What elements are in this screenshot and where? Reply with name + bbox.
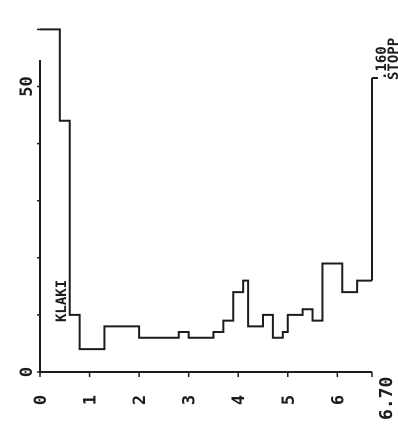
- histogram-bin: [342, 292, 357, 372]
- histogram-bin: [273, 338, 283, 372]
- histogram-bin: [179, 332, 189, 372]
- histogram-bin: [223, 321, 233, 372]
- annotation-stopp: STOPP: [386, 38, 398, 80]
- histogram-bin: [109, 326, 119, 372]
- annotation-end-value: .160: [374, 46, 390, 80]
- x-tick-label: 2: [130, 395, 150, 405]
- x-tick-labels: 0 1 2 3 4 5 6: [31, 395, 348, 405]
- histogram-bin: [288, 315, 303, 372]
- y-tick-label: 50: [17, 76, 37, 96]
- histogram-bin: [303, 309, 313, 372]
- annotation-klaki: KLAKI: [54, 280, 70, 322]
- x-tick-label: 6: [328, 395, 348, 405]
- axes: [37, 28, 373, 377]
- histogram-bin: [313, 321, 323, 372]
- y-tick-label: 0: [17, 367, 37, 377]
- histogram-bin: [139, 338, 164, 372]
- histogram-bin: [248, 326, 263, 372]
- histogram-bin: [119, 326, 139, 372]
- histogram-bin: [164, 338, 179, 372]
- histogram-bin: [357, 281, 372, 372]
- x-tick-label: 5: [279, 395, 299, 405]
- histogram-bin: [199, 338, 214, 372]
- x-tick-label: 4: [229, 395, 249, 405]
- histogram-bin: [70, 315, 80, 372]
- x-tick-label: 1: [81, 395, 101, 405]
- histogram-series: [40, 28, 378, 372]
- x-end-label: 6.70: [376, 377, 397, 420]
- x-tick-label: 3: [180, 395, 200, 405]
- x-tick-label: 0: [31, 395, 51, 405]
- histogram-bin: [189, 338, 199, 372]
- histogram-bin: [263, 315, 273, 372]
- histogram-bin: [60, 121, 70, 372]
- histogram-outline: [40, 28, 372, 351]
- histogram-bin: [322, 264, 342, 372]
- y-tick-labels: 0 50: [17, 76, 37, 377]
- histogram-bin: [233, 292, 243, 372]
- histogram-bin: [213, 332, 223, 372]
- histogram-bin: [80, 349, 105, 372]
